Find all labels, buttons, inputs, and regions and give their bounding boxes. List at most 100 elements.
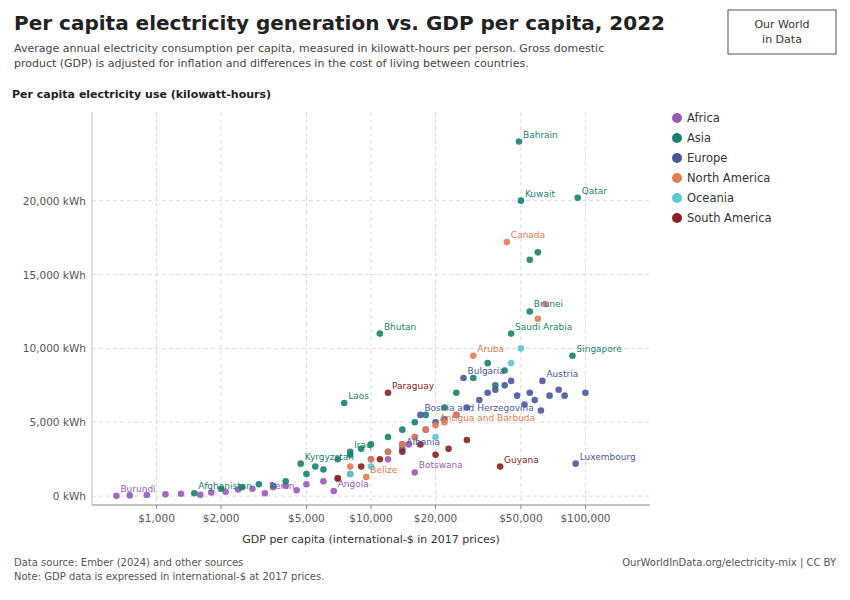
- x-tick: [306, 505, 307, 509]
- scatter-point: [191, 490, 198, 497]
- logo: Our Worldin Data: [754, 18, 809, 46]
- scatter-point: [422, 426, 429, 433]
- y-tick-label: 0 kWh: [53, 490, 86, 502]
- scatter-point: [312, 463, 319, 470]
- legend-swatch: [672, 173, 682, 183]
- scatter-point: [385, 434, 392, 441]
- point-label: Saudi Arabia: [515, 322, 572, 332]
- scatter-point: [399, 449, 406, 456]
- scatter-point: [539, 378, 546, 385]
- scatter-point: [432, 422, 439, 429]
- x-grid-line: [221, 112, 222, 505]
- x-grid-line: [520, 112, 521, 505]
- x-tick-label: $1,000: [138, 512, 175, 524]
- scatter-point: [432, 451, 439, 458]
- x-tick: [520, 505, 521, 509]
- legend: AfricaAsiaEuropeNorth AmericaOceaniaSout…: [672, 111, 772, 225]
- scatter-point: [535, 249, 542, 256]
- title: Per capita electricity generation vs. GD…: [14, 11, 665, 35]
- scatter-point: [497, 463, 504, 470]
- y-tick-label: 5,000 kWh: [29, 416, 86, 428]
- point-label: Iraq: [354, 440, 372, 450]
- logo-line: in Data: [762, 33, 802, 46]
- scatter-point: [526, 308, 533, 315]
- scatter-point: [555, 386, 562, 393]
- scatter-point: [399, 441, 406, 448]
- x-tick-label: $10,000: [349, 512, 392, 524]
- credit: OurWorldInData.org/electricity-mix | CC …: [622, 557, 837, 569]
- scatter-point: [582, 389, 589, 396]
- y-tick-label: 20,000 kWh: [23, 195, 86, 207]
- x-axis-line: [92, 505, 650, 506]
- legend-label: North America: [687, 171, 770, 185]
- x-tick-label: $5,000: [288, 512, 325, 524]
- legend-swatch: [672, 193, 682, 203]
- subtitle-line: product (GDP) is adjusted for inflation …: [14, 57, 529, 70]
- point-label: Angola: [338, 479, 369, 489]
- point-label: Kuwait: [525, 189, 556, 199]
- scatter-point: [484, 389, 491, 396]
- scatter-point: [385, 389, 392, 396]
- point-label: Paraguay: [392, 381, 435, 391]
- scatter-point: [262, 490, 269, 497]
- scatter-point: [508, 360, 515, 367]
- scatter-point: [526, 256, 533, 263]
- legend-label: Europe: [687, 151, 727, 165]
- scatter-point: [178, 490, 185, 497]
- scatter-point: [464, 437, 471, 444]
- scatter-point: [330, 488, 337, 495]
- point-label: Botswana: [419, 460, 463, 470]
- scatter-point: [358, 463, 365, 470]
- scatter-point: [297, 460, 304, 467]
- point-label: Canada: [511, 230, 545, 240]
- point-label: Brunei: [534, 299, 563, 309]
- scatter-point: [518, 197, 525, 204]
- point-label: Bosnia and Herzegovina: [424, 403, 533, 413]
- scatter-point: [569, 352, 576, 359]
- footnote-line: Data source: Ember (2024) and other sour…: [14, 557, 243, 568]
- point-label: Luxembourg: [580, 452, 636, 462]
- scatter-point: [162, 491, 169, 498]
- y-axis-line: [92, 112, 93, 505]
- x-tick-label: $50,000: [499, 512, 542, 524]
- legend-label: South America: [687, 211, 772, 225]
- x-tick-label: $20,000: [414, 512, 457, 524]
- scatter-point: [341, 400, 348, 407]
- x-grid-line: [156, 112, 157, 505]
- scatter-point: [470, 352, 477, 359]
- scatter-point: [508, 330, 515, 337]
- point-label: Albania: [406, 437, 440, 447]
- scatter-point: [320, 466, 327, 473]
- footnote-line: Note: GDP data is expressed in internati…: [14, 571, 324, 582]
- scatter-point: [303, 471, 310, 478]
- x-tick-label: $100,000: [560, 512, 610, 524]
- point-label: Laos: [348, 391, 369, 401]
- scatter-point: [320, 478, 327, 485]
- scatter-point: [256, 481, 263, 488]
- point-label: Burundi: [120, 484, 155, 494]
- legend-label: Africa: [687, 111, 720, 125]
- x-tick: [435, 505, 436, 509]
- footnote: Data source: Ember (2024) and other sour…: [14, 557, 324, 582]
- scatter-point: [417, 412, 424, 419]
- point-label: Belize: [370, 465, 397, 475]
- point-label: Singapore: [576, 344, 622, 354]
- scatter-point: [385, 456, 392, 463]
- scatter-point: [377, 330, 384, 337]
- points: [113, 138, 589, 499]
- x-tick: [156, 505, 157, 509]
- scatter-point: [453, 389, 460, 396]
- scatter-point: [501, 382, 508, 389]
- scatter-point: [460, 375, 467, 382]
- scatter-point: [445, 446, 452, 453]
- scatter-point: [385, 449, 392, 456]
- point-label: Qatar: [582, 186, 608, 196]
- x-tick: [585, 505, 586, 509]
- point-label: Guyana: [504, 455, 539, 465]
- subtitle-line: Average annual electricity consumption p…: [14, 42, 604, 55]
- y-tick-label: 10,000 kWh: [23, 342, 86, 354]
- x-tick: [221, 505, 222, 509]
- x-tick-label: $2,000: [203, 512, 240, 524]
- scatter-point: [574, 194, 581, 201]
- y-grid-line: [92, 200, 650, 201]
